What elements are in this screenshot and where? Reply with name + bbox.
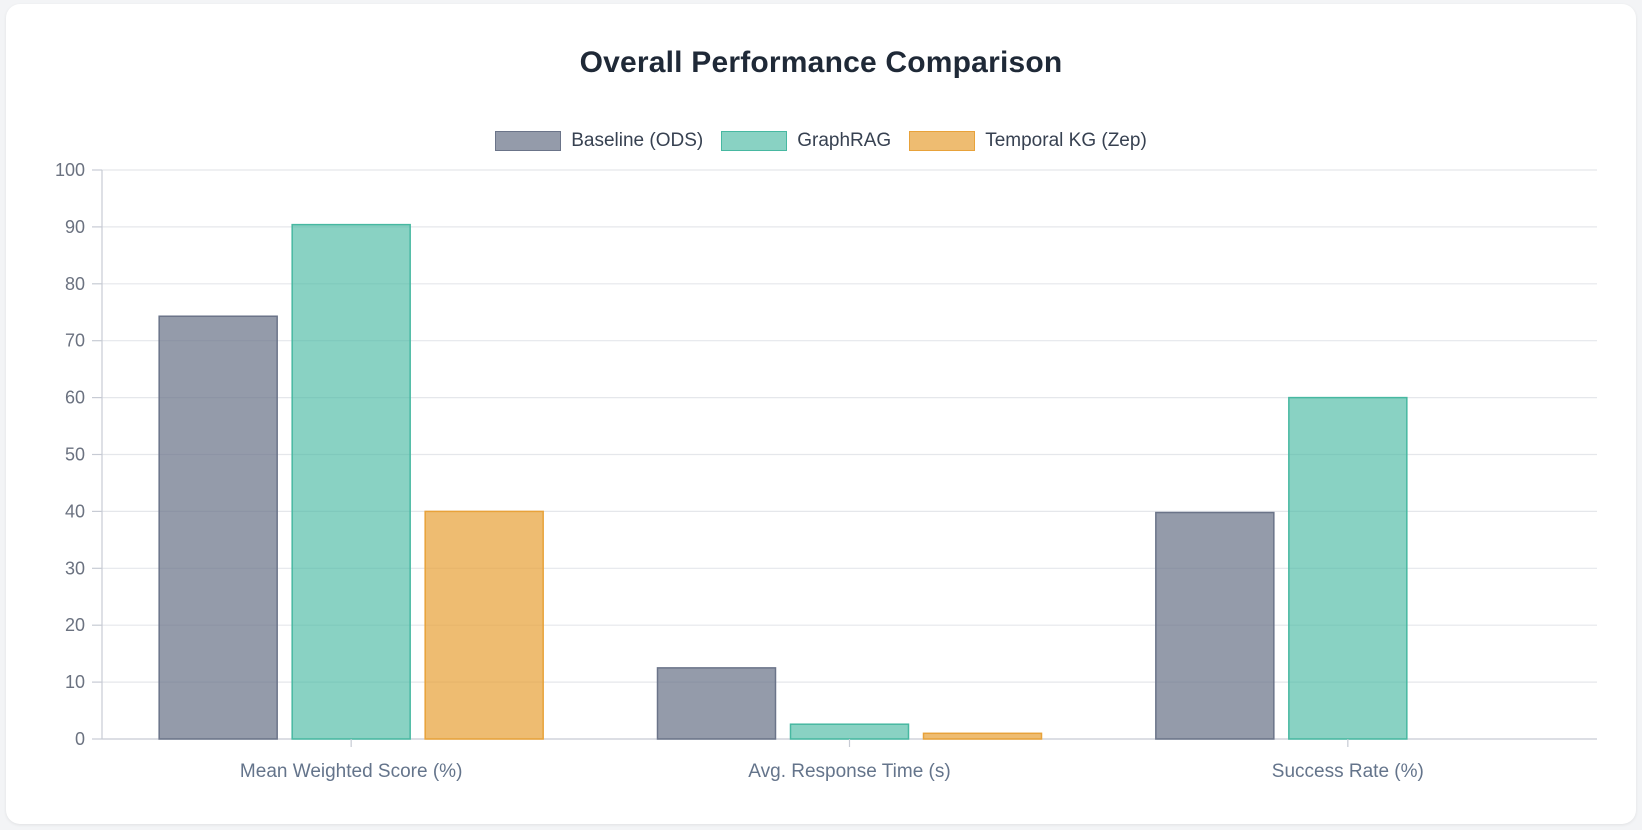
legend-swatch-temporal-kg <box>909 131 976 151</box>
y-tick-label-0: 0 <box>75 729 85 749</box>
y-tick-label-80: 80 <box>65 274 85 294</box>
legend-label-graphrag: GraphRAG <box>797 130 892 151</box>
legend-item-baseline[interactable]: Baseline (ODS) <box>495 130 703 152</box>
bar-1-2 <box>1288 396 1408 740</box>
bar-1-1 <box>789 723 910 740</box>
y-tick-label-40: 40 <box>65 501 85 521</box>
bar-0-1 <box>656 667 777 740</box>
chart-legend: Baseline (ODS) GraphRAG Temporal KG (Zep… <box>0 130 1642 152</box>
y-tick-label-50: 50 <box>65 445 85 465</box>
x-category-label-1: Avg. Response Time (s) <box>748 761 950 782</box>
chart-title: Overall Performance Comparison <box>579 46 1063 79</box>
y-tick-label-30: 30 <box>65 558 85 578</box>
x-category-label-2: Success Rate (%) <box>1272 761 1424 782</box>
y-tick-label-90: 90 <box>65 217 85 237</box>
legend-label-baseline: Baseline (ODS) <box>571 130 704 151</box>
y-tick-label-100: 100 <box>55 160 85 180</box>
bar-0-2 <box>1155 511 1275 740</box>
legend-item-temporal-kg[interactable]: Temporal KG (Zep) <box>909 130 1147 152</box>
bar-2-1 <box>922 732 1043 740</box>
legend-label-temporal-kg: Temporal KG (Zep) <box>985 130 1147 151</box>
y-tick-label-60: 60 <box>65 388 85 408</box>
legend-swatch-graphrag <box>721 131 788 151</box>
legend-item-graphrag[interactable]: GraphRAG <box>721 130 891 152</box>
bar-1-0 <box>291 223 411 740</box>
y-tick-label-10: 10 <box>65 672 85 692</box>
x-category-label-0: Mean Weighted Score (%) <box>240 761 462 782</box>
y-tick-label-20: 20 <box>65 615 85 635</box>
y-tick-label-70: 70 <box>65 331 85 351</box>
bar-0-0 <box>158 315 278 740</box>
bar-2-0 <box>424 510 544 740</box>
legend-swatch-baseline <box>495 131 562 151</box>
